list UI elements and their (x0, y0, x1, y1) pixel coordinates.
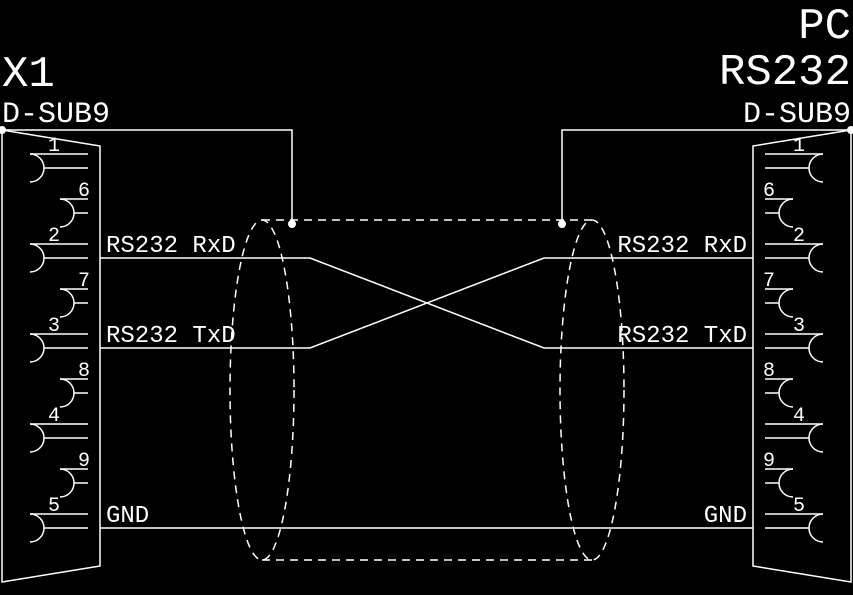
pin-arc (809, 244, 823, 272)
pin-arc (779, 289, 793, 317)
label-left-rxd: RS232 RxD (106, 233, 236, 260)
pin-arc (30, 154, 44, 182)
pin-arc (30, 334, 44, 362)
pin-number: 5 (793, 495, 805, 518)
pin-arc (60, 379, 74, 407)
left-title: X1 (2, 50, 55, 100)
pin-number: 1 (793, 135, 805, 158)
pin-number: 9 (763, 450, 775, 473)
right-subtitle: D-SUB9 (743, 98, 851, 132)
node-dot (558, 220, 566, 228)
pin-arc (779, 379, 793, 407)
pin-arc (809, 154, 823, 182)
pin-number: 3 (793, 315, 805, 338)
schematic: X1D-SUB9PCRS232D-SUB9162738495162738495R… (0, 0, 853, 595)
pin-number: 1 (48, 135, 60, 158)
pin-number: 7 (763, 270, 775, 293)
pin-arc (30, 424, 44, 452)
pin-number: 4 (793, 405, 805, 428)
pin-number: 2 (793, 225, 805, 248)
pin-number: 9 (78, 450, 90, 473)
label-left-gnd: GND (106, 503, 149, 530)
node-dot (288, 220, 296, 228)
pin-number: 3 (48, 315, 60, 338)
pin-number: 5 (48, 495, 60, 518)
shield-wire-left (2, 130, 292, 224)
right-title: PC (798, 2, 851, 52)
pin-number: 4 (48, 405, 60, 428)
right-subtitle2: RS232 (719, 48, 851, 98)
shield-wire-right (562, 130, 851, 224)
pin-arc (60, 469, 74, 497)
pin-number: 8 (78, 360, 90, 383)
label-left-txd: RS232 TxD (106, 323, 236, 350)
cable-shield-left (230, 220, 294, 560)
pin-arc (30, 244, 44, 272)
pin-arc (809, 514, 823, 542)
pin-arc (809, 334, 823, 362)
pin-number: 7 (78, 270, 90, 293)
pin-arc (779, 199, 793, 227)
pin-number: 6 (78, 180, 90, 203)
label-right-gnd: GND (704, 503, 747, 530)
label-right-rxd: RS232 RxD (617, 233, 747, 260)
pin-arc (30, 514, 44, 542)
pin-arc (809, 424, 823, 452)
label-right-txd: RS232 TxD (617, 323, 747, 350)
pin-arc (60, 199, 74, 227)
pin-number: 2 (48, 225, 60, 248)
cable-shield-right (560, 220, 624, 560)
pin-arc (779, 469, 793, 497)
pin-arc (60, 289, 74, 317)
left-subtitle: D-SUB9 (2, 98, 110, 132)
pin-number: 6 (763, 180, 775, 203)
pin-number: 8 (763, 360, 775, 383)
